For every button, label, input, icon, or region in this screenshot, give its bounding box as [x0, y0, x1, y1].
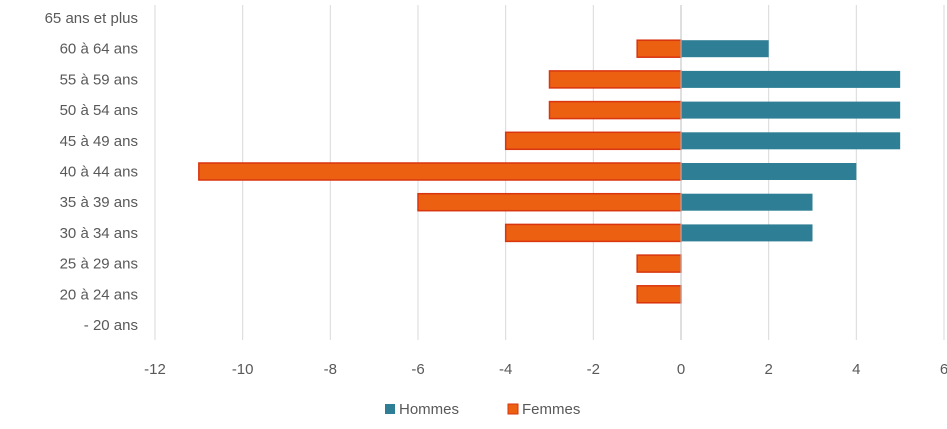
femmes-bar — [417, 192, 682, 212]
category-label: 30 à 34 ans — [60, 225, 138, 242]
x-tick-label: -6 — [411, 361, 424, 378]
femmes-bar — [198, 162, 682, 181]
hommes-bar — [681, 132, 901, 150]
hommes-bar — [681, 101, 901, 119]
femmes-bar — [548, 70, 682, 89]
x-tick-label: -10 — [232, 361, 254, 378]
hommes-bar — [681, 224, 813, 242]
femmes-bar — [636, 254, 682, 273]
hommes-bar — [681, 40, 769, 58]
x-tick-label: -12 — [144, 361, 166, 378]
category-label: - 20 ans — [84, 317, 138, 334]
femmes-bar — [504, 223, 682, 243]
femmes-bar — [504, 131, 682, 151]
category-label: 50 à 54 ans — [60, 102, 138, 119]
hommes-bar — [681, 193, 813, 211]
hommes-bar — [681, 70, 901, 88]
x-tick-label: -4 — [499, 361, 512, 378]
femmes-bar — [548, 100, 682, 120]
category-label: 45 à 49 ans — [60, 133, 138, 150]
category-label: 25 à 29 ans — [60, 256, 138, 273]
x-tick-label: -2 — [587, 361, 600, 378]
legend-label-hommes: Hommes — [399, 401, 459, 418]
category-label: 40 à 44 ans — [60, 164, 138, 181]
legend-label-femmes: Femmes — [522, 401, 580, 418]
legend-swatch-femmes — [507, 403, 519, 415]
femmes-bar — [636, 39, 682, 58]
category-label: 65 ans et plus — [45, 10, 138, 27]
x-tick-label: -8 — [324, 361, 337, 378]
x-tick-label: 0 — [677, 361, 685, 378]
x-tick-label: 6 — [940, 361, 947, 378]
category-label: 60 à 64 ans — [60, 41, 138, 58]
category-label: 35 à 39 ans — [60, 194, 138, 211]
hommes-bar — [681, 163, 857, 180]
x-tick-label: 2 — [764, 361, 772, 378]
femmes-bar — [636, 285, 682, 304]
x-tick-label: 4 — [852, 361, 860, 378]
category-label: 55 à 59 ans — [60, 71, 138, 88]
legend-swatch-hommes — [385, 404, 395, 414]
category-label: 20 à 24 ans — [60, 286, 138, 303]
